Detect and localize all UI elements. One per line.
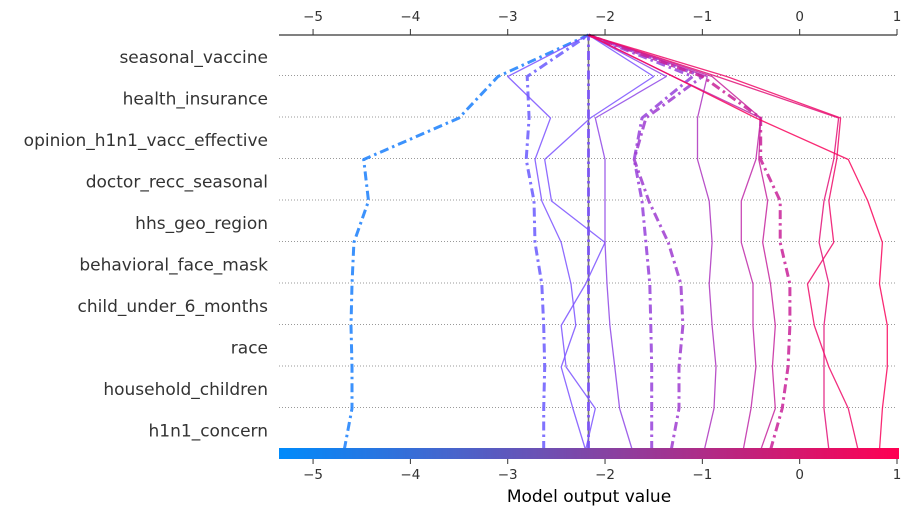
series-line-8: [587, 33, 704, 451]
series-line-12: [587, 33, 792, 451]
series-line-1: [342, 33, 590, 451]
bottom-tick-label: −4: [400, 467, 420, 483]
colorbar: [279, 448, 899, 459]
series-line-7: [587, 33, 695, 450]
series-line-15: [588, 34, 888, 451]
colorbar-gradient: [279, 448, 899, 459]
x-axis-label: Model output value: [507, 487, 671, 507]
top-tick-label: −5: [303, 9, 323, 25]
bottom-x-axis: −5 −4 −3 −2 −1 0 1: [303, 459, 901, 483]
bottom-tick-label: −3: [498, 467, 518, 483]
series-line-9: [588, 34, 717, 451]
top-tick-label: 1: [893, 9, 902, 25]
series-line-3: [507, 34, 589, 451]
feature-label-h1n1-concern: h1n1_concern: [149, 422, 268, 442]
feature-label-behavioral-face-mask: behavioral_face_mask: [79, 256, 268, 276]
series-line-6: [588, 34, 667, 451]
top-x-axis: −5 −4 −3 −2 −1 0 1: [279, 9, 902, 36]
series-line-2: [524, 33, 590, 450]
bottom-tick-label: −2: [595, 467, 615, 483]
feature-label-race: race: [231, 339, 268, 359]
top-tick-label: −3: [498, 9, 518, 25]
series-line-13: [588, 34, 840, 451]
top-tick-label: −4: [400, 9, 420, 25]
feature-label-child-under-6-months: child_under_6_months: [78, 297, 269, 317]
bottom-tick-label: 0: [795, 467, 804, 483]
top-tick-label: −1: [692, 9, 712, 25]
feature-label-health-insurance: health_insurance: [123, 90, 268, 110]
series-line-10: [588, 34, 762, 451]
feature-label-hhs-geo-region: hhs_geo_region: [135, 214, 268, 234]
bottom-tick-label: 1: [893, 467, 902, 483]
feature-label-seasonal-vaccine: seasonal_vaccine: [119, 48, 268, 68]
series-line-11: [588, 34, 776, 451]
bottom-tick-label: −5: [303, 467, 323, 483]
feature-label-doctor-recc-seasonal: doctor_recc_seasonal: [86, 173, 268, 193]
feature-label-opinion-h1n1-vacc-effective: opinion_h1n1_vacc_effective: [24, 131, 268, 151]
top-tick-label: 0: [795, 9, 804, 25]
series-lines: [342, 33, 888, 451]
series-line-14: [588, 34, 859, 451]
bottom-tick-label: −1: [692, 467, 712, 483]
top-tick-label: −2: [595, 9, 615, 25]
feature-labels: seasonal_vaccine health_insurance opinion_…: [24, 48, 268, 442]
feature-label-household-children: household_children: [103, 380, 268, 400]
